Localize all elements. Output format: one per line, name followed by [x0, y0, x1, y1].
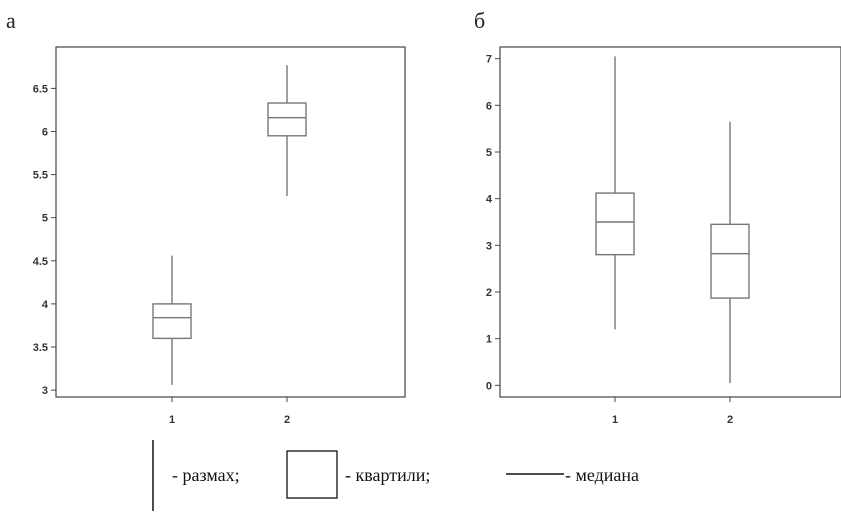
y-tick-label: 6 — [486, 100, 492, 112]
quartile-box-2 — [267, 102, 307, 137]
y-tick-label: 3 — [42, 385, 48, 397]
x-tick-label: 1 — [169, 414, 175, 426]
y-tick-label: 4 — [486, 194, 493, 206]
y-tick-label: 6.5 — [33, 83, 48, 95]
y-tick-label: 4 — [42, 299, 49, 311]
quartile-box-1 — [152, 303, 192, 340]
plot-frame-b — [499, 46, 841, 398]
y-tick-label: 6 — [42, 126, 48, 138]
panel-a-letter: а — [6, 8, 16, 33]
legend: - размах; - квартили; - медиана — [152, 440, 639, 511]
y-tick-label: 3 — [486, 240, 492, 252]
quartile-box-1 — [595, 192, 635, 256]
y-tick-label: 5 — [42, 213, 48, 225]
y-tick-label: 5.5 — [33, 170, 48, 182]
quartile-box-2 — [710, 223, 750, 299]
y-tick-label: 3.5 — [33, 342, 48, 354]
y-tick-label: 1 — [486, 334, 492, 346]
legend-range-label: - размах; — [172, 465, 240, 485]
y-tick-label: 4.5 — [33, 256, 48, 268]
panel-b-letter: б — [474, 8, 485, 33]
boxplot-chart-b: 0 1 2 3 4 5 6 7 1 2 — [486, 46, 841, 426]
legend-quartile-symbol — [286, 450, 338, 499]
y-tick-label: 2 — [486, 287, 492, 299]
x-tick-label: 2 — [727, 414, 733, 426]
boxplot-chart-a: 3 3.5 4 4.5 5 5.5 6 6.5 1 2 — [33, 46, 406, 426]
x-tick-label: 2 — [284, 414, 290, 426]
y-tick-label: 0 — [486, 380, 492, 392]
y-tick-label: 5 — [486, 147, 492, 159]
legend-quartile-label: - квартили; — [345, 465, 430, 485]
plot-frame-a — [55, 46, 406, 398]
x-tick-label: 1 — [612, 414, 618, 426]
y-tick-label: 7 — [486, 54, 492, 66]
legend-median-label: - медиана — [565, 465, 639, 485]
